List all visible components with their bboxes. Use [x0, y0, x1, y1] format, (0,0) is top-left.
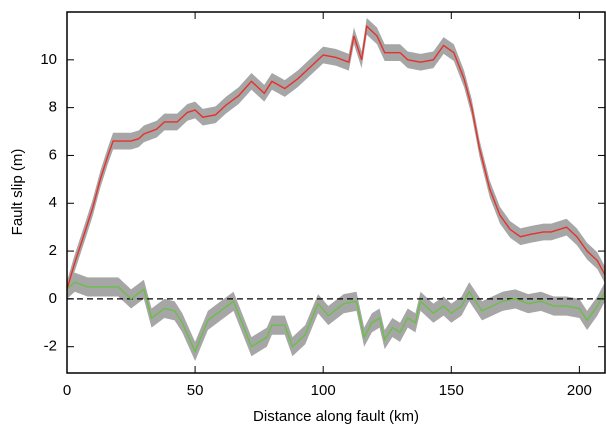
- plot-frame: [66, 11, 606, 374]
- y-tick-label: 2: [49, 242, 57, 259]
- series-line: [66, 281, 606, 354]
- x-tick-label: 200: [567, 382, 592, 399]
- x-tick-label: 50: [187, 382, 204, 399]
- y-tick-label: 4: [49, 194, 57, 211]
- x-axis-label: Distance along fault (km): [253, 408, 419, 425]
- y-tick-label: -2: [44, 338, 57, 355]
- series-line: [66, 24, 606, 290]
- x-tick-label: 150: [439, 382, 464, 399]
- x-tick-label: 100: [311, 382, 336, 399]
- y-tick-label: 0: [49, 290, 57, 307]
- x-tick-label: 0: [63, 382, 71, 399]
- uncertainty-band: [67, 17, 605, 298]
- y-tick-label: 8: [49, 99, 57, 116]
- uncertainty-band: [67, 272, 605, 362]
- y-tick-label: 10: [40, 51, 57, 68]
- y-axis-label: Fault slip (m): [9, 149, 26, 236]
- y-tick-label: 6: [49, 146, 57, 163]
